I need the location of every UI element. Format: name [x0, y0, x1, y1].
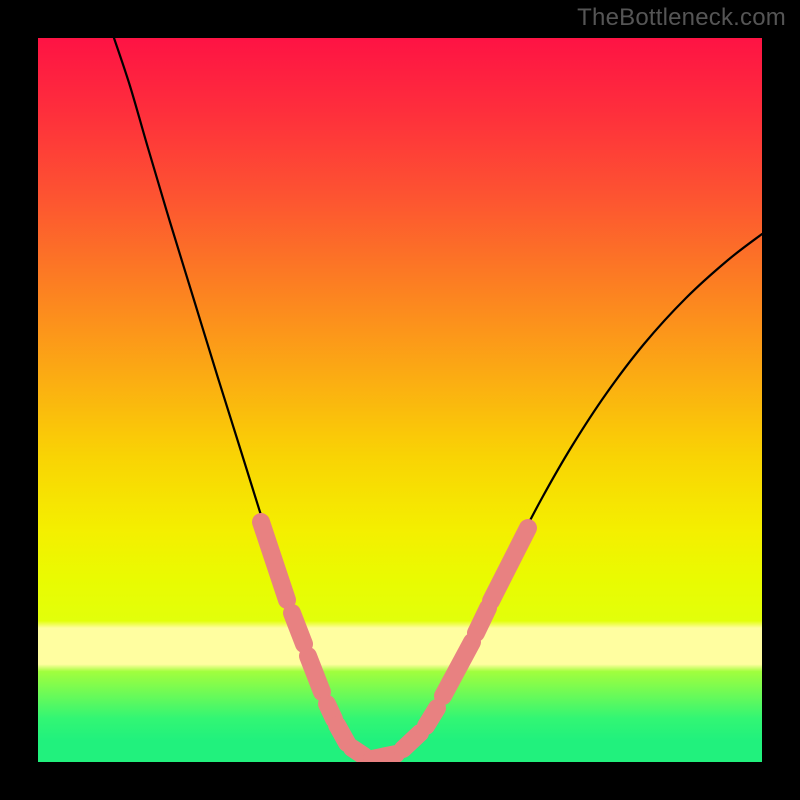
pink-marker: [426, 708, 437, 726]
stage: TheBottleneck.com: [0, 0, 800, 800]
pink-marker: [372, 754, 396, 759]
pink-marker: [352, 748, 364, 756]
plot-svg: [38, 38, 762, 762]
pink-marker: [327, 704, 334, 719]
pink-marker: [292, 613, 304, 644]
pink-marker: [403, 733, 420, 749]
pink-marker: [476, 608, 488, 633]
pink-marker: [337, 725, 347, 743]
plot-area: [38, 38, 762, 762]
watermark-text: TheBottleneck.com: [577, 4, 786, 32]
